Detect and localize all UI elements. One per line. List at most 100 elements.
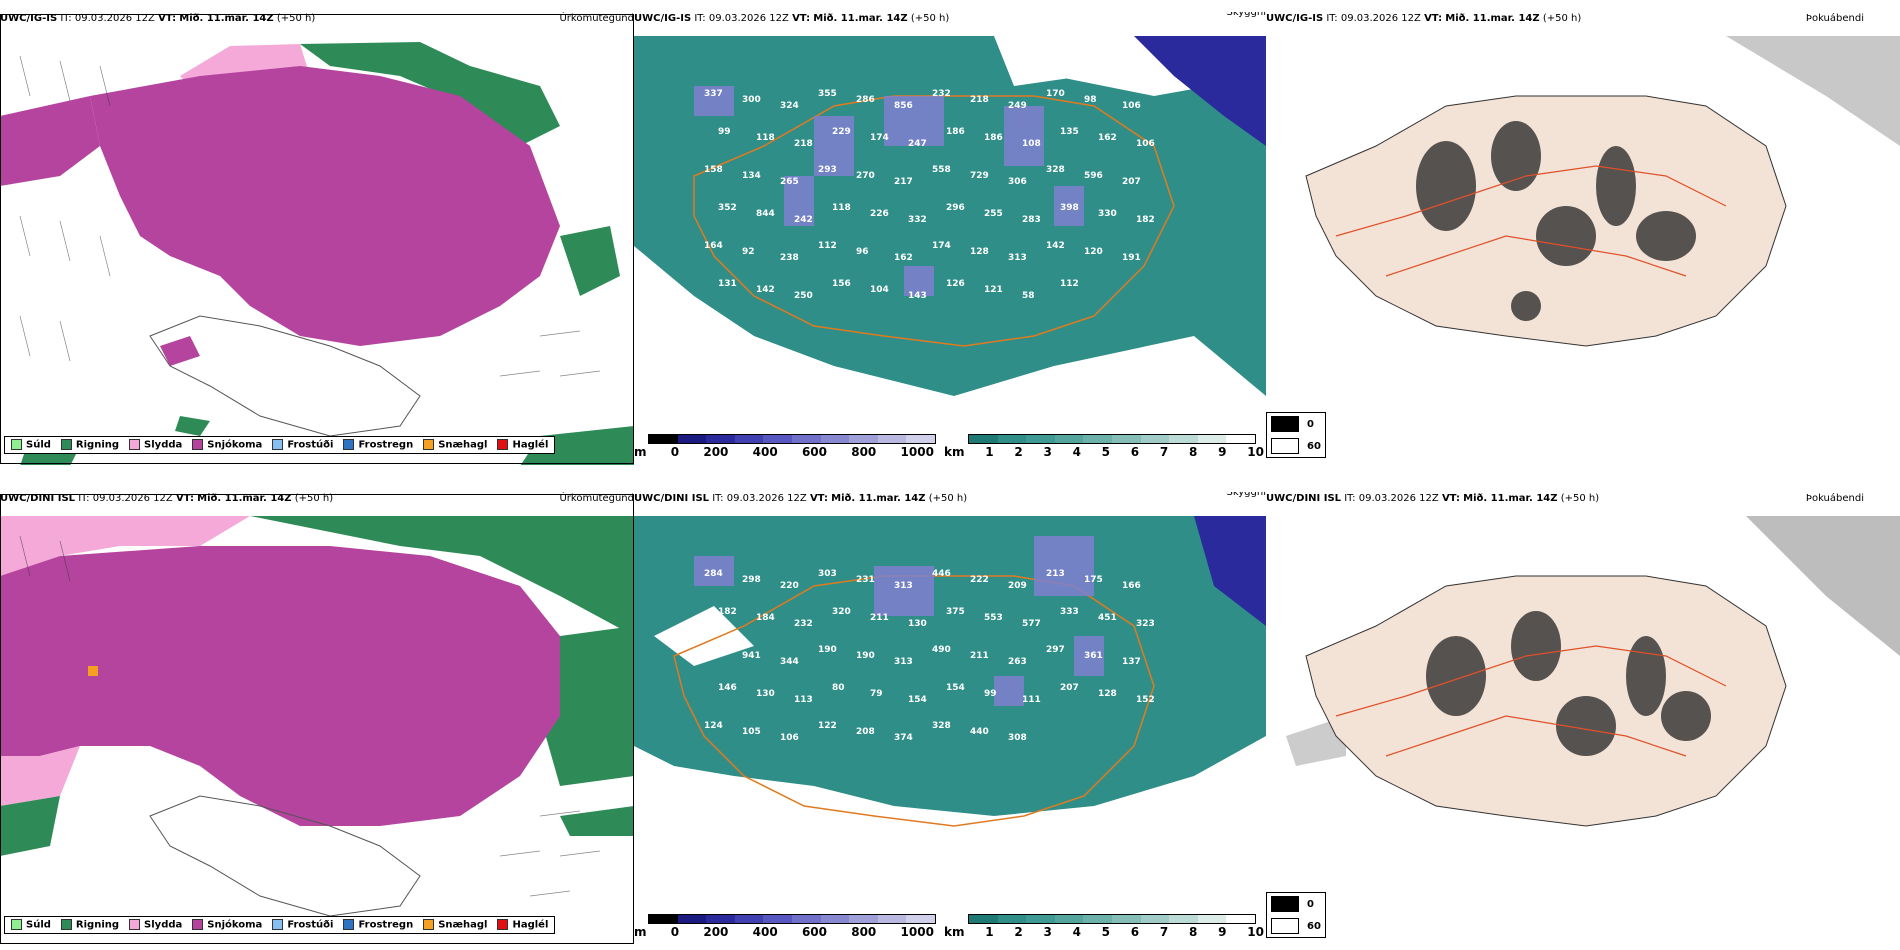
- visibility-value-label: 306: [1008, 177, 1027, 187]
- legend-item: Rigning: [60, 919, 119, 931]
- swatch: [60, 439, 72, 450]
- visibility-value-label: 446: [932, 569, 951, 579]
- visibility-value-label: 313: [1008, 253, 1027, 263]
- visibility-value-label: 130: [756, 689, 775, 699]
- visibility-value-label: 113: [794, 695, 813, 705]
- colorbar-tick: 800: [851, 925, 877, 939]
- visibility-value-label: 324: [780, 101, 799, 111]
- colorbar-tick: 3: [1043, 445, 1052, 459]
- visibility-value-label: 142: [1046, 241, 1065, 251]
- visibility-value-label: 209: [1008, 581, 1027, 591]
- legend-item: Frostregn: [343, 439, 413, 451]
- swatch: [11, 919, 22, 930]
- fog-index-panel-dini: UWC/DINI ISL IT: 09.03.2026 12Z VT: Mið.…: [1266, 492, 1900, 950]
- colorbar-tick: 600: [801, 925, 827, 939]
- legend-item: Súld: [11, 439, 51, 451]
- swatch: [423, 439, 435, 450]
- visibility-value-label: 158: [704, 165, 723, 175]
- visibility-value-label: 58: [1022, 291, 1035, 301]
- visibility-value-label: 355: [818, 89, 837, 99]
- legend-item: Snæhagl: [423, 919, 487, 931]
- colorbar-tick: 8: [1189, 445, 1198, 459]
- colorbar-unit: m: [634, 445, 647, 459]
- fog-index-map: [1266, 36, 1900, 436]
- visibility-value-label: 152: [1136, 695, 1155, 705]
- visibility-value-label: 729: [970, 171, 989, 181]
- visibility-value-label: 156: [832, 279, 851, 289]
- swatch: [60, 919, 72, 930]
- visibility-value-label: 300: [742, 95, 761, 105]
- visibility-value-label: 207: [1122, 177, 1141, 187]
- visibility-value-label: 270: [856, 171, 875, 181]
- colorbar-tick: 200: [703, 445, 729, 459]
- visibility-value-label: 313: [894, 657, 913, 667]
- panel-title: Skyggni: [1226, 492, 1266, 498]
- visibility-value-label: 166: [1122, 581, 1141, 591]
- visibility-value-label: 252: [704, 645, 723, 655]
- visibility-value-label: 218: [970, 95, 989, 105]
- colorbar-tick: 4: [1072, 925, 1081, 939]
- visibility-value-label: 328: [932, 721, 951, 731]
- colorbar-tick: 6: [1130, 445, 1140, 459]
- visibility-value-label: 208: [856, 727, 875, 737]
- colorbar-tick: 8: [1189, 925, 1198, 939]
- visibility-value-label: 297: [1046, 645, 1065, 655]
- colorbar-unit: km: [944, 925, 965, 939]
- visibility-value-label: 190: [856, 651, 875, 661]
- visibility-value-label: 162: [894, 253, 913, 263]
- panel-header: UWC/DINI ISL IT: 09.03.2026 12Z VT: Mið.…: [1266, 493, 1864, 504]
- visibility-value-label: 308: [1008, 733, 1027, 743]
- visibility-value-label: 106: [1136, 139, 1155, 149]
- legend-item: Rigning: [60, 439, 119, 451]
- visibility-value-label: 143: [908, 291, 927, 301]
- visibility-map: 284 298 220 303 231 313 446 222 209 213 175 166 182 1…: [634, 516, 1266, 916]
- colorbar-tick: 9: [1218, 925, 1227, 939]
- colorbar-tick: 9: [1218, 445, 1227, 459]
- visibility-value-label: 106: [780, 733, 799, 743]
- visibility-value-label: 135: [1060, 127, 1079, 137]
- fog-index-map: [1266, 516, 1900, 916]
- visibility-value-label: 558: [932, 165, 951, 175]
- altitude-colorbar: m 0 200 400 600 800 1000: [634, 434, 936, 459]
- colorbar-tick: 5: [1101, 925, 1111, 939]
- visibility-value-label: 284: [704, 569, 723, 579]
- visibility-value-label: 104: [870, 285, 889, 295]
- legend-item: Frostúði: [272, 439, 333, 451]
- visibility-value-label: 108: [1022, 139, 1041, 149]
- visibility-value-label: 332: [908, 215, 927, 225]
- visibility-value-label: 330: [1098, 209, 1117, 219]
- swatch: [129, 919, 141, 930]
- visibility-value-label: 118: [832, 203, 851, 213]
- visibility-value-label: 184: [756, 613, 775, 623]
- visibility-value-label: 146: [718, 683, 737, 693]
- visibility-value-label: 328: [1046, 165, 1065, 175]
- panel-header: UWC/DINI ISL IT: 09.03.2026 12Z VT: Mið.…: [634, 492, 1266, 506]
- panel-header: UWC/IG-IS IT: 09.03.2026 12Z VT: Mið. 11…: [0, 13, 634, 24]
- colorbar-unit: km: [944, 445, 965, 459]
- legend-item: Haglél: [497, 439, 548, 451]
- visibility-panel-igis: UWC/IG-IS IT: 09.03.2026 12Z VT: Mið. 11…: [634, 12, 1266, 465]
- visibility-value-label: 375: [946, 607, 965, 617]
- visibility-value-label: 232: [794, 619, 813, 629]
- visibility-value-label: 596: [1084, 171, 1103, 181]
- visibility-value-label: 128: [970, 247, 989, 257]
- legend-item: 0: [1267, 413, 1325, 435]
- visibility-value-label: 213: [1046, 569, 1065, 579]
- visibility-value-label: 250: [794, 291, 813, 301]
- colorbar-tick: 2: [1014, 445, 1023, 459]
- fog-index-panel-igis: UWC/IG-IS IT: 09.03.2026 12Z VT: Mið. 11…: [1266, 12, 1900, 465]
- visibility-value-label: 337: [704, 89, 723, 99]
- visibility-value-label: 296: [946, 203, 965, 213]
- colorbar-tick: 5: [1101, 445, 1111, 459]
- visibility-value-label: 242: [794, 215, 813, 225]
- colorbar-tick: 10: [1247, 445, 1264, 459]
- visibility-value-label: 323: [1136, 619, 1155, 629]
- colorbar-tick: 600: [801, 445, 827, 459]
- visibility-value-label: 352: [718, 203, 737, 213]
- visibility-value-label: 105: [742, 727, 761, 737]
- visibility-value-label: 182: [1136, 215, 1155, 225]
- visibility-value-label: 207: [1060, 683, 1079, 693]
- visibility-value-label: 844: [756, 209, 775, 219]
- colorbar-unit: m: [634, 925, 647, 939]
- visibility-value-label: 283: [1022, 215, 1041, 225]
